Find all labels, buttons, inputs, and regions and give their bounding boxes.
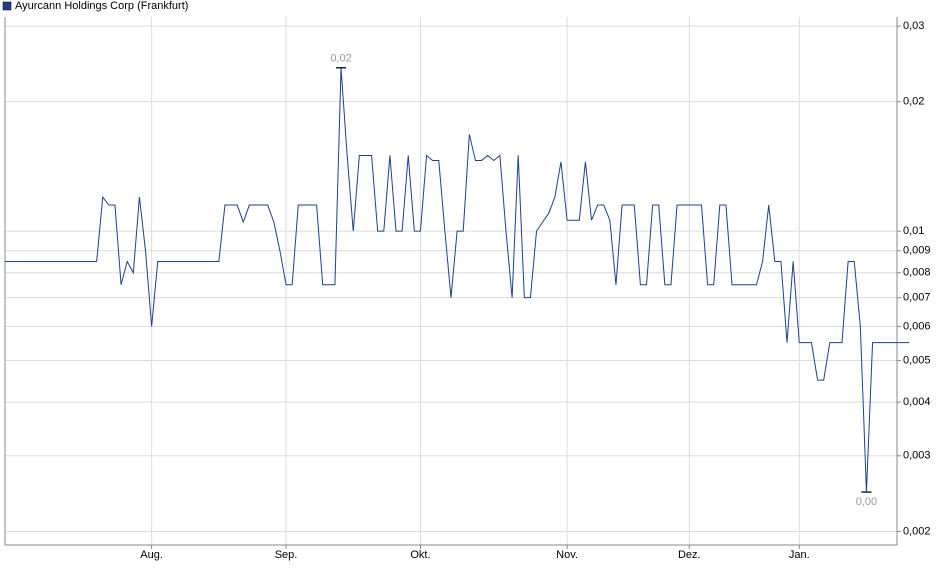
x-tick-label: Okt. [410,549,430,561]
y-tick-label: 0,007 [903,292,931,304]
y-tick-label: 0,004 [903,396,931,408]
x-tick-label: Nov. [556,549,578,561]
y-tick-label: 0,009 [903,245,931,257]
x-tick-label: Dez. [678,549,701,561]
x-tick-label: Jan. [789,549,810,561]
value-label: 0,00 [856,496,877,508]
y-tick-label: 0,003 [903,450,931,462]
legend-swatch [2,1,12,11]
value-label: 0,02 [330,53,351,65]
x-tick-label: Sep. [275,549,298,561]
y-tick-label: 0,03 [903,20,924,32]
price-line [5,67,910,493]
y-tick-label: 0,008 [903,267,931,279]
y-tick-label: 0,002 [903,525,931,537]
legend-label: Ayurcann Holdings Corp (Frankfurt) [15,0,188,12]
y-tick-label: 0,006 [903,320,931,332]
y-tick-label: 0,005 [903,354,931,366]
y-tick-label: 0,01 [903,225,924,237]
y-tick-label: 0,02 [903,96,924,108]
x-tick-label: Aug. [140,549,163,561]
